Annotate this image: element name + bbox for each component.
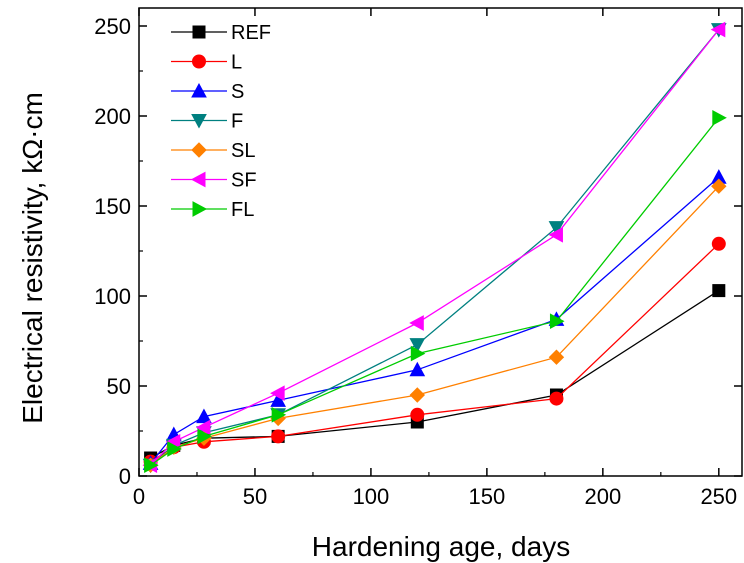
legend-item-sf: SF (171, 170, 257, 192)
data-point-l (410, 407, 425, 422)
data-point-fl (144, 457, 159, 474)
data-point-sl (409, 387, 426, 403)
data-point-sf (548, 226, 563, 243)
legend-item-ref: REF (171, 22, 271, 44)
data-point-l (271, 429, 286, 444)
y-tick-label: 250 (94, 14, 131, 39)
legend-item-sl: SL (171, 140, 255, 162)
data-point-fl (549, 313, 565, 330)
plot-area (138, 7, 743, 477)
legend-label-sl: SL (231, 140, 255, 162)
data-point-sl (711, 178, 727, 194)
x-axis-title: Hardening age, days (312, 531, 570, 562)
legend-item-s: S (171, 81, 244, 103)
data-point-l (711, 236, 726, 251)
data-point-sl (548, 349, 565, 365)
data-point-f (409, 338, 426, 353)
y-tick-label: 100 (94, 284, 131, 309)
plot-frame (138, 7, 743, 477)
series-layer (142, 21, 727, 474)
legend-label-s: S (231, 81, 244, 103)
data-point-fl (410, 345, 426, 362)
axes-layer: 0 50 100 150 200 250 0 50 100 150 200 250 (94, 8, 742, 509)
legend-marker-sl (191, 142, 207, 158)
x-tick-label: 0 (133, 484, 145, 509)
data-point-fl (197, 428, 212, 445)
data-point-sf (710, 21, 726, 38)
y-tick-label: 50 (107, 374, 131, 399)
legend-marker-f (191, 114, 207, 129)
data-point-sf (409, 315, 424, 331)
data-point-ref (712, 284, 726, 298)
series-line-ref (150, 290, 720, 459)
legend-label-ref: REF (231, 22, 271, 44)
legend-item-f: F (171, 111, 243, 133)
legend-label-fl: FL (231, 199, 254, 221)
legend-marker-l (192, 54, 206, 69)
series-fl (144, 109, 727, 474)
data-point-fl (271, 406, 287, 423)
legend-marker-fl (192, 201, 208, 217)
data-point-sf (270, 385, 285, 402)
legend-item-l: L (171, 52, 242, 74)
legend-label-l: L (231, 52, 242, 74)
legend-item-fl: FL (171, 199, 254, 221)
data-point-l (549, 391, 564, 406)
data-point-s (270, 392, 286, 407)
legend-marker-s (191, 82, 207, 98)
data-point-fl (167, 441, 182, 457)
data-point-s (409, 361, 426, 377)
y-tick-label: 0 (119, 464, 131, 489)
x-tick-label: 100 (353, 484, 390, 509)
y-tick-label: 150 (94, 194, 131, 219)
data-point-s (196, 408, 212, 424)
y-axis-title: Electrical resistivity, kΩ·cm (17, 92, 48, 424)
data-point-f (548, 221, 565, 236)
x-tick-label: 150 (469, 484, 506, 509)
legend-label-sf: SF (231, 170, 257, 192)
legend-marker-sf (190, 171, 206, 188)
legend-marker-ref (192, 25, 206, 39)
legend-label-f: F (231, 111, 243, 133)
x-tick-label: 50 (243, 484, 267, 509)
y-tick-label: 200 (94, 104, 131, 129)
x-tick-label: 200 (584, 484, 621, 509)
x-tick-label: 250 (700, 484, 737, 509)
data-point-sf (195, 419, 211, 436)
data-point-fl (712, 109, 727, 126)
